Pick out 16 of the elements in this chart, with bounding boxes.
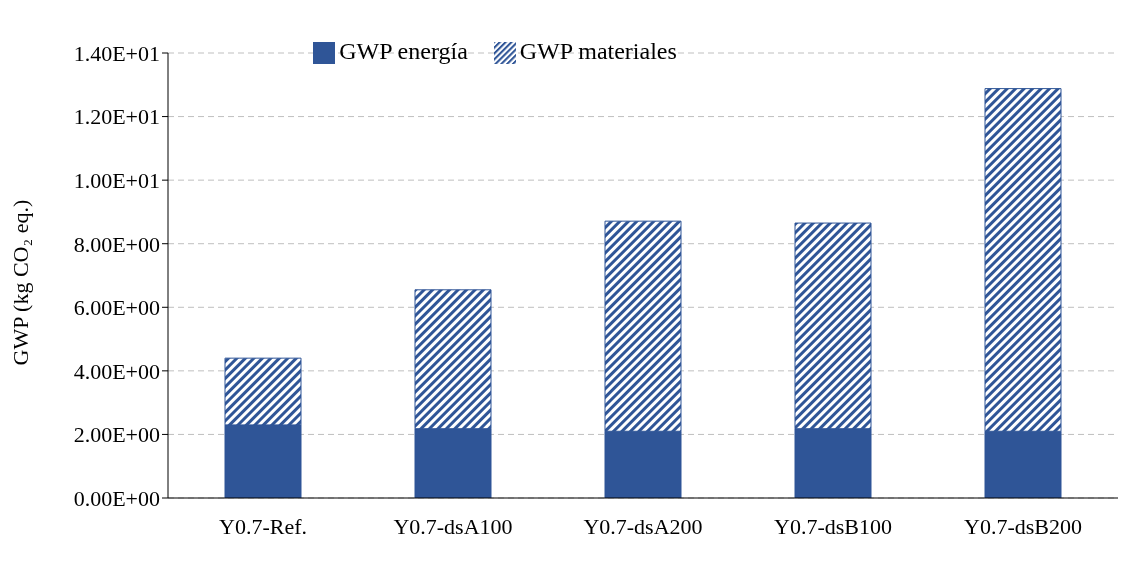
y-tick-label: 4.00E+00 xyxy=(73,358,160,384)
y-tick-label: 0.00E+00 xyxy=(73,485,160,511)
x-tick-label: Y0.7-dsA200 xyxy=(583,513,703,539)
x-tick-label: Y0.7-dsB100 xyxy=(774,513,892,539)
y-tick-label: 2.00E+00 xyxy=(73,422,160,448)
y-axis-title: GWP (kg CO₂ eq.) xyxy=(7,199,33,366)
y-tick-label: 8.00E+00 xyxy=(73,231,160,257)
y-tick-label: 1.00E+01 xyxy=(73,167,160,193)
y-tick-label: 1.20E+01 xyxy=(73,104,160,130)
x-tick-label: Y0.7-Ref. xyxy=(219,513,307,539)
y-tick-label: 6.00E+00 xyxy=(73,295,160,321)
y-tick-label: 1.40E+01 xyxy=(73,40,160,66)
x-tick-label: Y0.7-dsB200 xyxy=(964,513,1082,539)
x-tick-label: Y0.7-dsA100 xyxy=(393,513,513,539)
legend-label: GWP energía xyxy=(339,38,468,64)
legend-label: GWP materiales xyxy=(519,38,677,64)
